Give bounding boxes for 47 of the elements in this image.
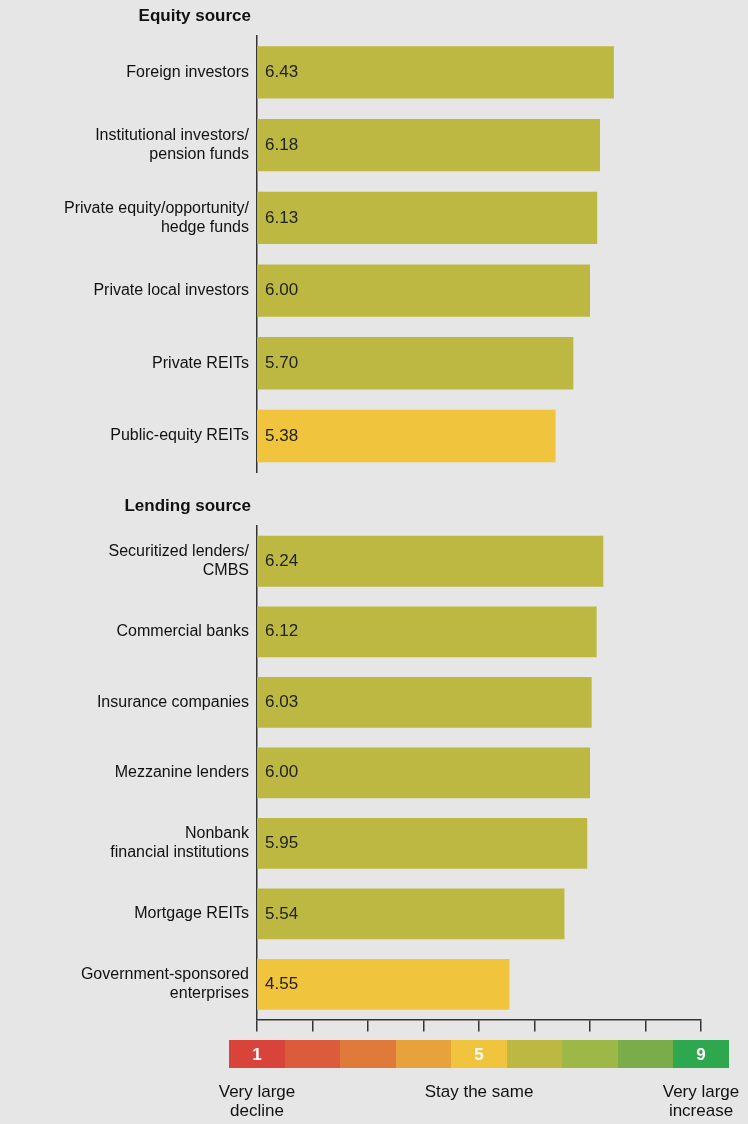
x-tick-label: 1 [252, 1045, 262, 1065]
text: Very large increase [662, 1082, 740, 1121]
bar [257, 606, 597, 658]
bar [257, 817, 588, 869]
y-tick-label: Public-equity REITs [110, 426, 249, 444]
y-tick-label: Mezzanine lenders [114, 763, 249, 781]
text: Very large decline [218, 1082, 296, 1121]
chart-title: Equity source [138, 5, 251, 25]
data-label: 5.54 [265, 903, 299, 923]
data-label: 5.70 [265, 352, 299, 372]
bar [257, 191, 598, 245]
data-label: 6.12 [265, 621, 299, 641]
data-label: 6.18 [265, 134, 299, 154]
x-tick-label: 9 [696, 1045, 706, 1065]
y-tick-label: Commercial banks [116, 622, 249, 640]
y-tick-label: Foreign investors [126, 62, 249, 80]
bar [257, 888, 565, 940]
bar [257, 409, 556, 463]
y-tick-label: Securitized lenders/ CMBS [108, 542, 250, 579]
bar [257, 46, 614, 99]
y-tick-label: Private equity/opportunity/ hedge funds [64, 198, 250, 235]
chart-title: Lending source [124, 495, 251, 515]
bar [257, 958, 510, 1010]
y-tick-label: Private local investors [93, 280, 249, 298]
data-label: 6.00 [265, 280, 299, 300]
text: Stay the same [424, 1082, 534, 1102]
y-tick-label: Private REITs [152, 353, 249, 371]
data-label: 6.00 [265, 762, 299, 782]
y-tick-label: Mortgage REITs [134, 904, 249, 922]
data-label: 6.03 [265, 691, 299, 711]
data-label: 6.13 [265, 207, 299, 227]
data-label: 5.38 [265, 425, 299, 445]
y-tick-label: Institutional investors/ pension funds [95, 125, 250, 163]
data-label: 5.95 [265, 833, 299, 852]
bar [257, 118, 600, 172]
data-label: 6.24 [265, 550, 299, 570]
bar [257, 535, 604, 587]
data-label: 4.55 [265, 974, 299, 994]
y-tick-label: Insurance companies [96, 692, 249, 710]
x-tick-label: 5 [474, 1045, 484, 1065]
bar [257, 676, 592, 728]
bar [257, 337, 574, 390]
y-tick-label: Government-sponsored enterprises [80, 965, 249, 1002]
bar [257, 264, 590, 317]
y-tick-label: Nonbank financial institutions [110, 824, 250, 861]
bar [257, 747, 590, 799]
data-label: 6.43 [265, 62, 299, 82]
